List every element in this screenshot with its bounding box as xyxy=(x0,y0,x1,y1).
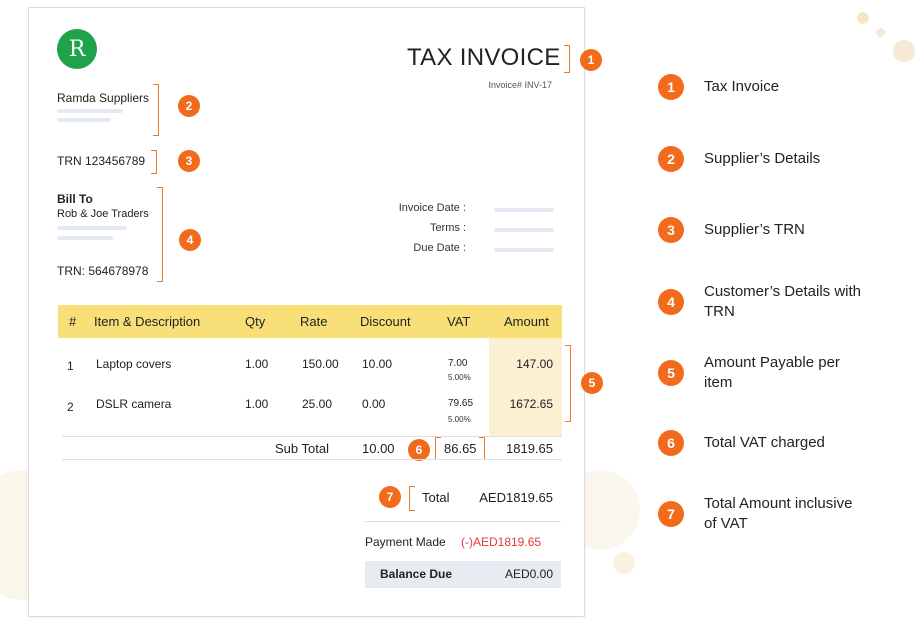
bracket-marker xyxy=(409,486,415,511)
legend-badge: 7 xyxy=(658,501,684,527)
badge-7: 7 xyxy=(379,486,401,508)
invoice-date-value xyxy=(494,208,554,212)
placeholder-line xyxy=(57,118,111,122)
placeholder-line xyxy=(57,236,113,240)
invoice-date-label: Invoice Date : xyxy=(398,202,466,214)
row-number: 2 xyxy=(67,400,74,414)
decorative-dot xyxy=(857,12,869,24)
column-header: Qty xyxy=(245,314,266,329)
legend-badge: 1 xyxy=(658,74,684,100)
legend-label: Supplier’s Details xyxy=(704,150,821,167)
badge-2: 2 xyxy=(178,95,200,117)
terms-value xyxy=(494,228,554,232)
item-discount: 0.00 xyxy=(362,397,386,411)
amount-column-highlight xyxy=(489,338,562,436)
item-description: Laptop covers xyxy=(96,357,172,371)
item-vat: 79.65 xyxy=(448,398,474,409)
legend-label: Supplier’s TRN xyxy=(704,221,805,238)
payment-made-label: Payment Made xyxy=(365,535,446,549)
customer-name: Rob & Joe Traders xyxy=(57,208,149,220)
column-header: Discount xyxy=(360,314,411,329)
decorative-dot xyxy=(613,552,635,574)
legend-label: Total VAT charged xyxy=(704,434,825,451)
invoice-number: Invoice# INV-17 xyxy=(488,80,552,90)
balance-due-label: Balance Due xyxy=(380,567,453,581)
badge-5: 5 xyxy=(581,372,603,394)
due-date-label: Due Date : xyxy=(413,242,466,254)
legend-badge: 6 xyxy=(658,430,684,456)
subtotal-discount: 10.00 xyxy=(362,441,395,456)
terms-label: Terms : xyxy=(429,222,466,234)
legend-badge: 3 xyxy=(658,217,684,243)
item-rate: 150.00 xyxy=(302,357,339,371)
legend-item: 3 Supplier’s TRN xyxy=(658,217,874,243)
bracket-marker xyxy=(479,437,485,460)
badge-1: 1 xyxy=(580,49,602,71)
column-header: Rate xyxy=(300,314,328,329)
bracket-marker xyxy=(151,150,157,174)
bracket-marker xyxy=(157,187,163,282)
item-discount: 10.00 xyxy=(362,357,393,371)
legend-badge: 4 xyxy=(658,289,684,315)
column-header: Item & Description xyxy=(94,314,201,329)
column-header: # xyxy=(69,314,77,329)
due-date-value xyxy=(494,248,554,252)
subtotal-label: Sub Total xyxy=(275,441,329,456)
divider xyxy=(62,436,562,437)
legend-item: 2 Supplier’s Details xyxy=(658,146,874,172)
column-header: Amount xyxy=(504,314,549,329)
customer-trn: TRN: 564678978 xyxy=(57,264,149,278)
item-qty: 1.00 xyxy=(245,397,269,411)
placeholder-line xyxy=(57,109,123,113)
balance-due-value: AED0.00 xyxy=(504,567,553,581)
item-rate: 25.00 xyxy=(302,397,333,411)
total-label: Total xyxy=(422,490,450,505)
invoice-document: R TAX INVOICE Invoice# INV-17 1 Ramda Su… xyxy=(28,7,603,617)
legend-label: Customer’s Details with TRN xyxy=(704,283,861,320)
bracket-marker xyxy=(153,84,159,136)
legend-badge: 2 xyxy=(658,146,684,172)
decorative-dot xyxy=(893,40,915,62)
item-description: DSLR camera xyxy=(96,397,172,411)
legend-badge: 5 xyxy=(658,360,684,386)
logo-letter: R xyxy=(68,36,86,62)
item-vat-percent: 5.00% xyxy=(448,373,471,382)
divider xyxy=(365,521,561,522)
placeholder-line xyxy=(57,226,127,230)
table-header: # Item & Description Qty Rate Discount V… xyxy=(58,305,562,338)
badge-6: 6 xyxy=(408,439,430,461)
legend-label: Tax Invoice xyxy=(704,78,780,95)
legend-item: 5 Amount Payable per item xyxy=(658,353,854,393)
supplier-name: Ramda Suppliers xyxy=(57,91,150,105)
bill-to-label: Bill To xyxy=(57,192,93,206)
company-logo: R xyxy=(57,29,97,69)
subtotal-amount: 1819.65 xyxy=(506,441,553,456)
balance-due-box: Balance Due AED0.00 xyxy=(365,561,561,588)
subtotal-vat: 86.65 xyxy=(444,441,477,456)
total-value: AED1819.65 xyxy=(479,490,553,505)
legend-label: Total Amount inclusive of VAT xyxy=(704,495,853,532)
bracket-marker xyxy=(435,437,441,460)
row-number: 1 xyxy=(67,359,74,373)
item-amount: 147.00 xyxy=(516,357,553,371)
legend-item: 4 Customer’s Details with TRN xyxy=(658,282,879,322)
badge-3: 3 xyxy=(178,150,200,172)
payment-made-value: (-)AED1819.65 xyxy=(461,535,542,549)
legend-item: 6 Total VAT charged xyxy=(658,430,879,456)
item-vat-percent: 5.00% xyxy=(448,415,471,424)
supplier-trn: TRN 123456789 xyxy=(57,154,146,168)
badge-4: 4 xyxy=(179,229,201,251)
item-qty: 1.00 xyxy=(245,357,269,371)
legend-item: 7 Total Amount inclusive of VAT xyxy=(658,494,854,534)
decorative-dot xyxy=(876,28,885,37)
item-vat: 7.00 xyxy=(448,358,468,369)
divider xyxy=(62,459,562,460)
bracket-marker xyxy=(565,345,571,422)
bracket-marker xyxy=(564,45,570,73)
invoice-title: TAX INVOICE xyxy=(407,44,561,71)
column-header: VAT xyxy=(447,314,471,329)
legend-label: Amount Payable per item xyxy=(704,354,840,391)
item-amount: 1672.65 xyxy=(509,397,553,411)
legend-item: 1 Tax Invoice xyxy=(658,74,854,100)
